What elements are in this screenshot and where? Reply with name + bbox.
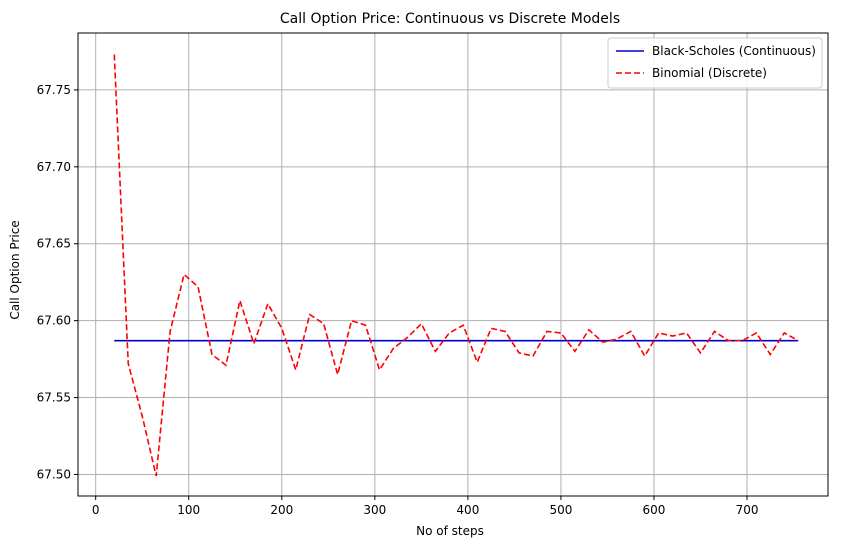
legend: Black-Scholes (Continuous) Binomial (Disc… — [607, 37, 823, 89]
y-tick-label: 67.65 — [37, 237, 71, 251]
y-tick-label: 67.50 — [37, 467, 71, 481]
x-tick-label: 200 — [270, 503, 293, 517]
x-tick-label: 100 — [177, 503, 200, 517]
series-2 — [113, 54, 799, 477]
x-tick-label: 600 — [643, 503, 666, 517]
x-tick-label: 300 — [363, 503, 386, 517]
chart-title: Call Option Price: Continuous vs Discret… — [280, 11, 620, 27]
legend-label: Binomial (Discrete) — [652, 66, 767, 80]
y-tick-label: 67.70 — [37, 160, 71, 174]
y-tick-label: 67.55 — [37, 391, 71, 405]
plot-frame — [77, 32, 829, 497]
series-line — [113, 54, 799, 477]
x-tick-label: 500 — [549, 503, 572, 517]
y-tick-label: 67.60 — [37, 314, 71, 328]
y-axis: 67.50 67.55 67.60 67.65 67.70 67.75 — [37, 83, 78, 481]
x-tick-label: 700 — [736, 503, 759, 517]
plot-series — [113, 54, 799, 477]
x-axis: 0 100 200 300 400 500 600 700 — [92, 496, 759, 517]
grid — [78, 33, 828, 496]
y-axis-label: Call Option Price — [8, 220, 22, 319]
y-tick-label: 67.75 — [37, 83, 71, 97]
legend-box — [607, 37, 823, 89]
x-tick-label: 400 — [456, 503, 479, 517]
legend-label: Black-Scholes (Continuous) — [652, 44, 816, 58]
x-tick-label: 0 — [92, 503, 100, 517]
x-axis-label: No of steps — [416, 524, 484, 538]
